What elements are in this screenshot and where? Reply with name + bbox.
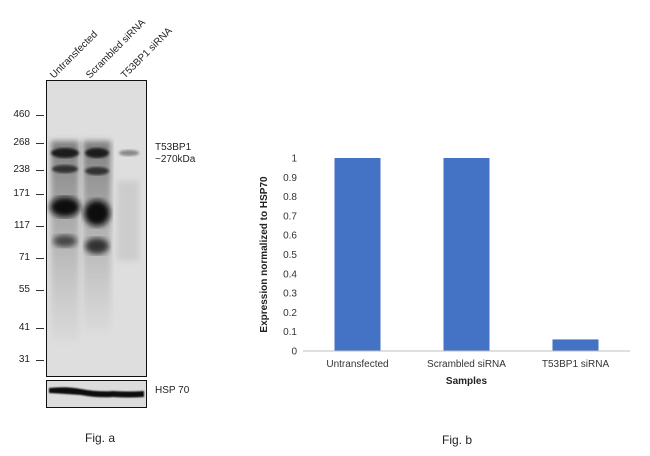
bar-chart: 0 0.1 0.2 0.3 0.4 0.5 0.6 0.7 0.8 0.9 1 Untransfec…	[259, 154, 630, 387]
y-tick-label: 0.6	[283, 231, 297, 242]
bar-t53bp1-sirna	[552, 339, 599, 351]
y-tick-label: 0.9	[283, 173, 297, 184]
y-tick-label: 0.3	[283, 289, 297, 300]
band-label-name: T53BP1	[155, 142, 192, 153]
mw-tick	[36, 115, 44, 116]
y-axis-label: Expression normalized to HSP70	[259, 176, 270, 333]
x-tick-label: Untransfected	[326, 359, 388, 370]
mw-tick	[36, 143, 44, 144]
x-axis-label: Samples	[446, 376, 488, 387]
mw-tick	[36, 258, 44, 259]
y-tick-label: 0.5	[283, 250, 297, 261]
lane-label-scrambled: Scrambled siRNA	[84, 17, 148, 81]
y-tick-label: 0.2	[283, 308, 297, 319]
mw-tick	[36, 290, 44, 291]
mw-marker: 171	[13, 188, 30, 199]
band-label-size: ~270kDa	[155, 154, 196, 165]
blot-image-t53bp1	[46, 80, 147, 377]
mw-marker: 31	[18, 354, 30, 365]
y-tick-label: 0.8	[283, 192, 297, 203]
bar-untransfected	[334, 158, 381, 351]
mw-tick	[36, 328, 44, 329]
blot-image-hsp70	[46, 380, 147, 408]
band-label-t53bp1: T53BP1 ~270kDa	[155, 142, 195, 166]
mw-marker: 117	[14, 220, 30, 231]
mw-marker: 238	[13, 164, 30, 175]
bar-scrambled-sirna	[443, 158, 490, 351]
mw-tick	[36, 226, 44, 227]
x-tick-label: Scrambled siRNA	[427, 359, 506, 370]
mw-marker: 268	[13, 137, 30, 148]
mw-marker: 41	[18, 322, 30, 333]
mw-tick	[36, 360, 44, 361]
caption-fig-a: Fig. a	[85, 431, 116, 445]
caption-fig-b: Fig. b	[442, 433, 473, 447]
mw-marker: 55	[18, 284, 30, 295]
mw-tick	[36, 170, 44, 171]
mw-tick	[36, 194, 44, 195]
y-tick-label: 0	[291, 347, 297, 358]
blot-bands	[50, 141, 139, 341]
mw-marker: 71	[18, 252, 30, 263]
y-tick-label: 0.1	[283, 327, 297, 338]
x-tick-label: T53BP1 siRNA	[542, 359, 610, 370]
band-label-hsp70: HSP 70	[155, 385, 190, 396]
hsp70-bands	[49, 387, 144, 398]
y-tick-label: 0.4	[283, 269, 297, 280]
y-tick-label: 1	[291, 154, 297, 165]
mw-marker: 460	[13, 109, 30, 120]
y-tick-label: 0.7	[283, 211, 297, 222]
